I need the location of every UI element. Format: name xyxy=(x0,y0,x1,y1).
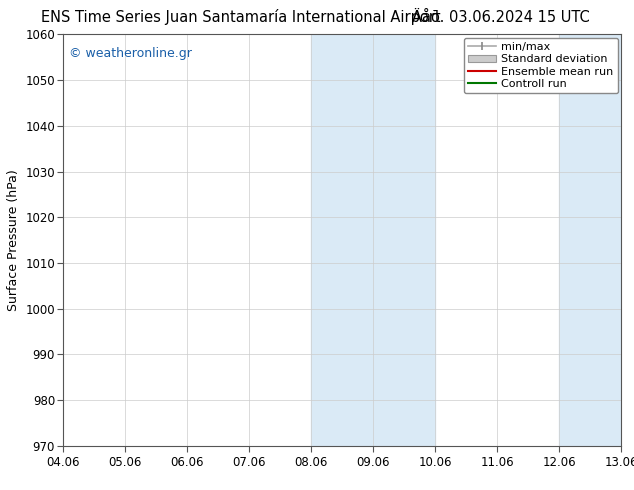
Y-axis label: Surface Pressure (hPa): Surface Pressure (hPa) xyxy=(7,169,20,311)
Legend: min/max, Standard deviation, Ensemble mean run, Controll run: min/max, Standard deviation, Ensemble me… xyxy=(463,38,618,93)
Bar xyxy=(311,34,436,446)
Title: ENS Time Series Juan Santamaría International Airport      Äåõ. 03.06.2024 15 UT: ENS Time Series Juan Santamaría Internat… xyxy=(0,489,1,490)
Text: © weatheronline.gr: © weatheronline.gr xyxy=(69,47,192,60)
Bar xyxy=(559,34,621,446)
Text: ENS Time Series Juan Santamaría International Airport: ENS Time Series Juan Santamaría Internat… xyxy=(41,9,441,25)
Text: Äåõ. 03.06.2024 15 UTC: Äåõ. 03.06.2024 15 UTC xyxy=(412,10,590,24)
